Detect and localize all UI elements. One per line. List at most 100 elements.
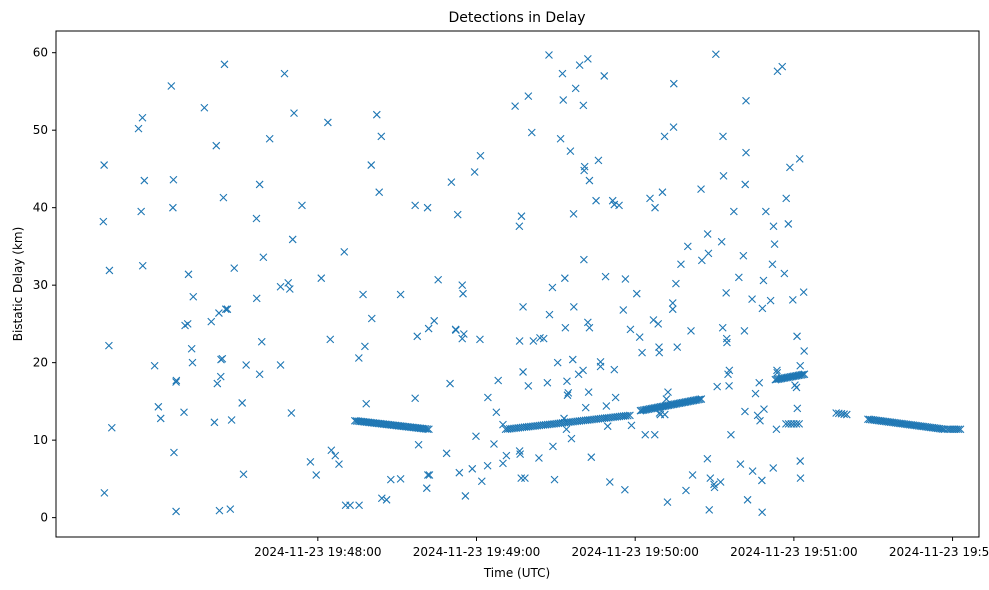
data-point: [627, 421, 636, 430]
data-point: [255, 180, 264, 189]
data-point: [626, 325, 635, 334]
data-point: [140, 176, 149, 185]
data-point: [290, 109, 298, 118]
data-point: [770, 240, 779, 248]
data-point: [252, 294, 261, 303]
data-point: [741, 407, 749, 416]
data-point: [529, 337, 538, 345]
data-point: [511, 102, 520, 111]
data-point: [782, 194, 791, 203]
data-point: [105, 266, 114, 275]
data-point: [483, 393, 492, 402]
data-point: [659, 402, 668, 411]
data-point: [766, 296, 775, 305]
data-point: [626, 411, 634, 420]
data-point: [461, 492, 470, 500]
y-tick-label: 10: [33, 433, 48, 447]
data-point: [184, 270, 193, 279]
data-point: [377, 494, 386, 503]
data-point: [641, 405, 650, 414]
data-point: [799, 288, 808, 297]
data-point: [213, 379, 222, 388]
data-point: [425, 425, 433, 434]
data-point: [639, 406, 648, 414]
data-point: [477, 477, 486, 486]
data-point: [422, 484, 431, 493]
data-point: [298, 201, 306, 210]
data-point: [137, 207, 146, 216]
data-point: [553, 358, 562, 367]
data-point: [644, 405, 653, 414]
data-point: [945, 425, 954, 434]
data-point: [669, 400, 678, 409]
data-point: [666, 401, 675, 409]
data-point: [748, 295, 756, 303]
data-point: [697, 185, 705, 193]
data-point: [579, 101, 588, 110]
data-point: [169, 203, 177, 212]
data-point: [711, 50, 720, 59]
data-point: [757, 476, 766, 485]
data-point: [635, 333, 644, 341]
data-point: [167, 82, 176, 90]
data-point: [138, 113, 147, 122]
data-point: [170, 448, 178, 457]
data-point: [842, 410, 851, 419]
data-point: [331, 451, 340, 460]
data-point: [180, 408, 188, 417]
data-point: [411, 201, 420, 210]
data-point: [796, 474, 805, 482]
data-point: [421, 425, 430, 433]
data-point: [792, 419, 801, 428]
data-point: [524, 92, 533, 100]
data-point: [377, 132, 386, 141]
data-point: [326, 335, 335, 344]
x-tick-label: 2024-11-23 19:51:00: [730, 545, 857, 559]
data-point: [771, 375, 780, 384]
data-point: [760, 405, 768, 414]
data-point: [425, 471, 434, 479]
data-point: [773, 366, 781, 375]
data-point: [492, 408, 501, 417]
data-point: [396, 474, 405, 483]
data-point: [686, 397, 695, 406]
data-point: [734, 273, 743, 282]
data-point: [796, 361, 805, 370]
data-point: [220, 60, 229, 69]
data-point: [207, 317, 216, 326]
data-point: [238, 399, 247, 407]
data-point: [722, 289, 731, 297]
data-point: [579, 366, 587, 375]
data-point: [585, 323, 594, 332]
data-point: [788, 295, 797, 304]
data-point: [414, 440, 423, 449]
data-point: [717, 237, 726, 246]
data-point: [521, 474, 529, 482]
data-point: [242, 361, 251, 369]
data-point: [502, 451, 511, 460]
data-point: [561, 323, 570, 332]
y-tick-label: 0: [40, 511, 48, 525]
data-point: [655, 348, 664, 357]
data-point: [773, 375, 781, 384]
data-point: [677, 399, 685, 407]
data-point: [603, 422, 612, 431]
data-point: [476, 151, 485, 160]
data-point: [107, 423, 116, 432]
data-point: [216, 372, 225, 381]
data-point: [361, 342, 369, 351]
plot-area-frame: [55, 30, 980, 538]
data-point: [386, 475, 395, 484]
y-tick-label: 30: [33, 278, 48, 292]
data-point: [583, 318, 592, 327]
data-point: [396, 290, 405, 299]
data-point: [795, 371, 804, 380]
data-point: [413, 332, 422, 341]
y-tick-label: 60: [33, 46, 48, 60]
data-point: [947, 425, 955, 434]
data-point: [362, 399, 371, 408]
data-point: [584, 388, 593, 396]
data-point: [499, 459, 507, 468]
data-point: [672, 399, 681, 408]
data-point: [134, 124, 143, 133]
